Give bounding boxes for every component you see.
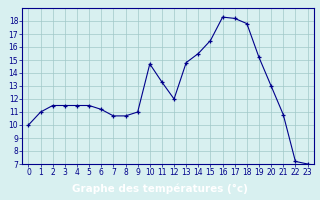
Text: Graphe des températures (°c): Graphe des températures (°c) [72, 183, 248, 194]
